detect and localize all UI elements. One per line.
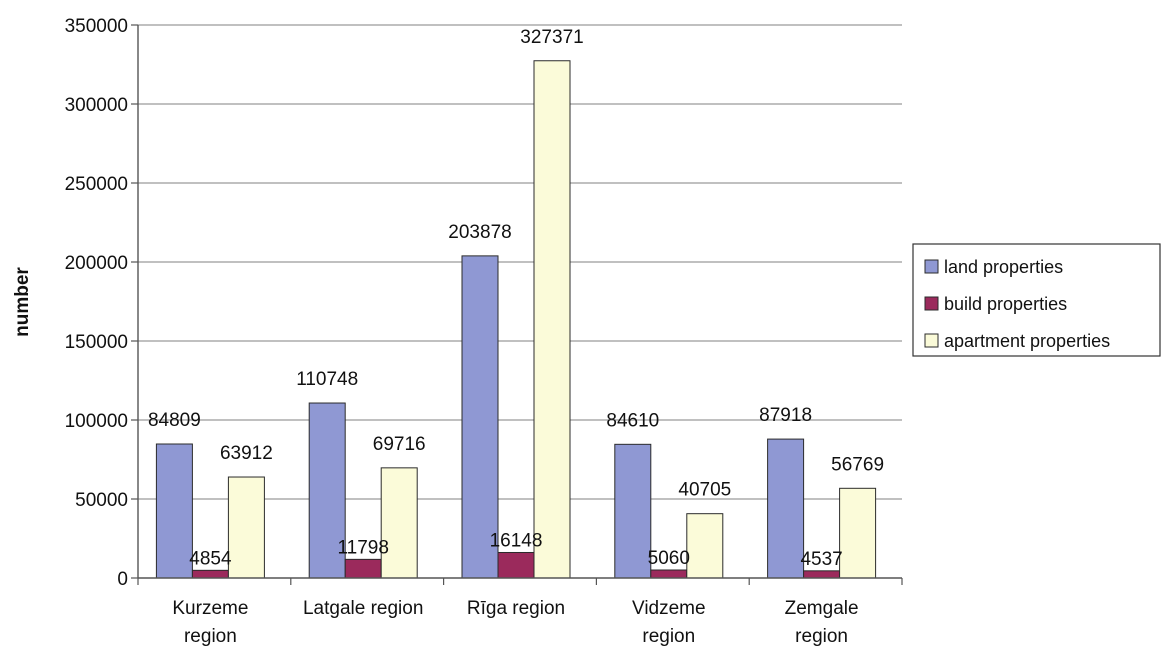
- bar: [308, 402, 346, 579]
- bar: [344, 558, 382, 579]
- category-label: region: [184, 626, 237, 647]
- legend-label: land properties: [944, 257, 1063, 277]
- bars: [155, 60, 877, 579]
- y-tick-label: 300000: [65, 95, 128, 116]
- data-label: 327371: [520, 27, 583, 48]
- bar: [191, 569, 229, 579]
- bar: [803, 570, 841, 579]
- data-label: 56769: [831, 454, 884, 475]
- gridlines: [138, 24, 902, 500]
- legend-box: [912, 243, 1161, 357]
- y-tick-label: 200000: [65, 253, 128, 274]
- x-axis-categories: Kurzeme region Latgale region Rīga region Vi…: [172, 598, 858, 647]
- axes: [137, 25, 903, 585]
- y-axis-ticks: 0 50000 100000 150000 200000 250000 300000 3500…: [65, 16, 138, 590]
- data-label: 84809: [148, 410, 201, 431]
- y-tick-label: 50000: [75, 490, 128, 511]
- category-label: Zemgale: [785, 598, 859, 619]
- bar: [533, 60, 571, 579]
- bar: [686, 513, 724, 579]
- y-tick-label: 150000: [65, 332, 128, 353]
- category-label: Latgale region: [303, 598, 423, 619]
- legend-swatch: [924, 333, 939, 348]
- data-label: 110748: [296, 369, 358, 390]
- category-label: region: [642, 626, 695, 647]
- bar: [497, 551, 535, 579]
- data-label: 16148: [490, 530, 543, 551]
- category-label: region: [795, 626, 848, 647]
- bar: [155, 443, 193, 579]
- legend-label: build properties: [944, 294, 1067, 314]
- legend-swatch: [924, 259, 939, 274]
- data-label: 69716: [373, 434, 426, 455]
- y-tick-label: 100000: [65, 411, 128, 432]
- bar: [839, 487, 877, 579]
- data-label: 87918: [759, 405, 812, 426]
- legend-swatch: [924, 296, 939, 311]
- legend-label: apartment properties: [944, 331, 1110, 351]
- y-tick-label: 0: [117, 569, 128, 590]
- y-axis-label: number: [12, 267, 33, 337]
- category-label: Rīga region: [467, 598, 565, 619]
- bar: [614, 443, 652, 579]
- bar: [461, 255, 499, 579]
- bar: [227, 476, 265, 579]
- y-tick-label: 350000: [65, 16, 128, 37]
- category-label: Vidzeme: [632, 598, 706, 619]
- bar: [650, 569, 688, 579]
- bar: [767, 438, 805, 579]
- y-tick-label: 250000: [65, 174, 128, 195]
- bar: [380, 467, 418, 579]
- data-label: 4854: [189, 548, 232, 569]
- data-label: 203878: [448, 222, 511, 243]
- data-label: 11798: [337, 537, 388, 558]
- data-label: 40705: [678, 480, 731, 501]
- category-label: Kurzeme: [172, 598, 248, 619]
- data-label: 84610: [606, 410, 659, 431]
- legend: land properties build properties apartment…: [912, 243, 1161, 357]
- data-label: 63912: [220, 443, 273, 464]
- data-labels: 84809 4854 63912 110748 11798 69716 203878 1614…: [148, 27, 884, 570]
- data-label: 5060: [648, 548, 690, 569]
- data-label: 4537: [800, 549, 842, 570]
